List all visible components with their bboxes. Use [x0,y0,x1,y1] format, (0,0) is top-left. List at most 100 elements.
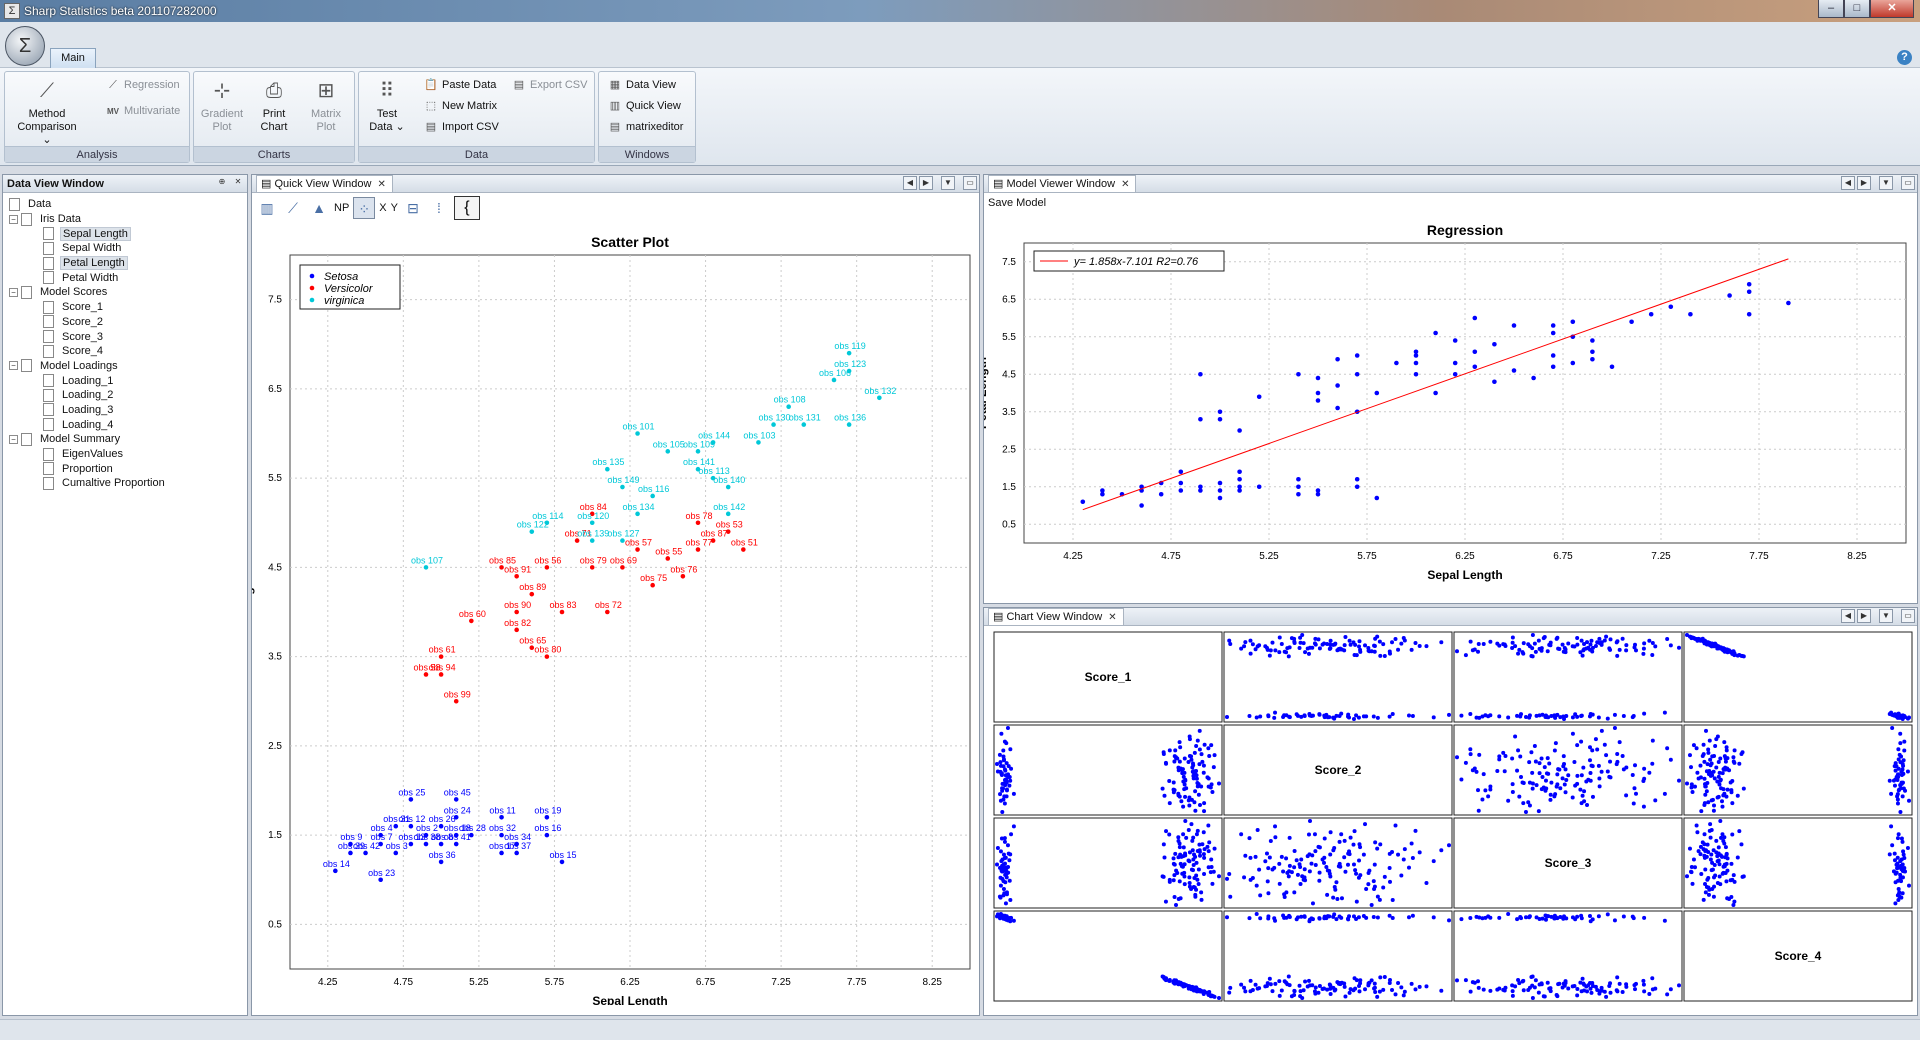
matrix-point [1896,775,1901,780]
data-point [1354,371,1360,377]
export-csv-button[interactable]: ▤ Export CSV [511,76,588,94]
maximize-panel-icon[interactable]: ▭ [963,176,977,190]
tab-right-icon[interactable]: ▶ [1857,176,1871,190]
legend-box [1033,250,1225,272]
tab-left-icon[interactable]: ◀ [1841,176,1855,190]
maximize-panel-icon[interactable]: ▭ [1901,609,1915,623]
chart-view-tab[interactable]: ▤ Chart View Window ✕ [988,608,1124,625]
point-label: obs 60 [459,609,486,619]
close-panel-icon[interactable]: ✕ [234,177,242,186]
tab-left-icon[interactable]: ◀ [903,176,917,190]
close-tab-icon[interactable]: ✕ [377,179,386,190]
regression-button[interactable]: ⟋ Regression [105,76,180,94]
tree-group-model-loadings[interactable]: − Model Loadings [9,359,247,374]
line-chart-icon[interactable]: ⟋ [288,200,298,216]
maximize-button[interactable]: □ [1844,0,1870,18]
data-point [771,422,776,427]
tree-item-loading-1[interactable]: Loading_1 [9,373,247,388]
matrix-point [1540,916,1545,921]
gradient-plot-button[interactable]: ⊹ Gradient Plot [200,80,244,133]
close-tab-icon[interactable]: ✕ [1108,612,1117,623]
quick-view-button[interactable]: ▥ Quick View [607,97,681,115]
multivariate-button[interactable]: MV Multivariate [105,102,180,120]
matrix-point [1002,801,1007,806]
collapse-icon[interactable]: − [9,287,18,297]
tree-item-loading-2[interactable]: Loading_2 [9,388,247,403]
y-tick-label: 4.5 [1002,369,1016,380]
matrix-plot-button[interactable]: ⊞ Matrix Plot [311,80,341,133]
x-axis-button[interactable]: X [379,202,387,214]
tree-item-proportion[interactable]: Proportion [9,461,247,476]
tree-item-score-4[interactable]: Score_4 [9,344,247,359]
tree-item-score-3[interactable]: Score_3 [9,329,247,344]
legend-entry: y= 1.858x-7.101 R2=0.76 [1073,256,1199,268]
tab-dropdown-icon[interactable]: ▼ [941,176,955,190]
pin-icon[interactable]: ⊕ [218,177,226,186]
help-icon[interactable]: ? [1897,50,1912,65]
tab-right-icon[interactable]: ▶ [919,176,933,190]
np-button[interactable]: NP [334,202,350,214]
collapse-icon[interactable]: − [9,214,18,224]
y-axis-button[interactable]: Y [390,202,398,214]
save-model-button[interactable]: Save Model [988,197,1047,209]
matrix-point [1599,728,1604,733]
minimize-button[interactable]: – [1818,0,1844,18]
data-point [725,484,731,490]
matrix-point [1718,777,1723,782]
y-tick-label: 0.5 [1002,519,1016,530]
bar-chart-icon[interactable]: ▥ [260,200,274,216]
tree-item-eigenvalues[interactable]: EigenValues [9,447,247,462]
dot-plot-icon[interactable]: ⁞ [437,200,441,216]
new-matrix-button[interactable]: ⬚ New Matrix [423,97,497,115]
collapse-icon[interactable]: − [9,361,18,371]
tab-right-icon[interactable]: ▶ [1857,609,1871,623]
matrix-point [1647,638,1652,643]
tree-group-iris-data[interactable]: − Iris Data [9,212,247,227]
test-data-button[interactable]: ⠿ Test Data ⌄ [369,80,405,133]
document-icon [43,447,54,461]
matrix-point [1731,755,1736,760]
collapse-icon[interactable]: − [9,434,18,444]
tree-item-loading-3[interactable]: Loading_3 [9,403,247,418]
matrix-point [1608,637,1613,642]
close-button[interactable]: ✕ [1870,0,1914,18]
method-comparison-button[interactable]: ⟋ Method Comparison ⌄ [17,80,77,146]
matrix-point [1011,791,1016,796]
tree-item-loading-4[interactable]: Loading_4 [9,417,247,432]
quick-view-tab[interactable]: ▤ Quick View Window ✕ [256,175,393,192]
histogram-icon[interactable]: ▲ [312,200,326,216]
tree-item-sepal-length[interactable]: Sepal Length [9,226,247,241]
brace-button[interactable]: { [453,196,480,220]
close-tab-icon[interactable]: ✕ [1121,179,1130,190]
tab-dropdown-icon[interactable]: ▼ [1879,176,1893,190]
matrix-point [1707,828,1712,833]
paste-data-button[interactable]: 📋 Paste Data [423,76,496,94]
tab-main[interactable]: Main [50,48,96,68]
model-viewer-tab[interactable]: ▤ Model Viewer Window ✕ [988,175,1137,192]
tree-item-score-2[interactable]: Score_2 [9,315,247,330]
tree-item-score-1[interactable]: Score_1 [9,300,247,315]
matrix-point [1539,756,1544,761]
tab-dropdown-icon[interactable]: ▼ [1879,609,1893,623]
box-plot-icon[interactable]: ⊟ [407,200,419,216]
print-chart-button[interactable]: ⎙ Print Chart [260,80,288,133]
matrixeditor-button[interactable]: ▤ matrixeditor [607,118,684,136]
tree-root[interactable]: Data [9,197,247,212]
tab-left-icon[interactable]: ◀ [1841,609,1855,623]
import-csv-button[interactable]: ▤ Import CSV [423,118,499,136]
app-menu-orb-icon[interactable]: Σ [5,26,45,66]
scatter-xy-icon[interactable]: ⁘ [353,197,376,219]
maximize-panel-icon[interactable]: ▭ [1901,176,1915,190]
matrix-point [1375,894,1380,899]
tree-item-petal-length[interactable]: Petal Length [9,256,247,271]
matrix-point [1723,765,1728,770]
matrix-point [1198,803,1203,808]
matrix-point [1741,786,1746,791]
tree-item-cumulative-proportion[interactable]: Cumaltive Proportion [9,476,247,491]
tree-item-petal-width[interactable]: Petal Width [9,270,247,285]
tree-item-sepal-width[interactable]: Sepal Width [9,241,247,256]
tree-group-model-summary[interactable]: − Model Summary [9,432,247,447]
tree-group-model-scores[interactable]: − Model Scores [9,285,247,300]
data-view-button[interactable]: ▦ Data View [607,76,676,94]
matrix-point [1334,917,1339,922]
